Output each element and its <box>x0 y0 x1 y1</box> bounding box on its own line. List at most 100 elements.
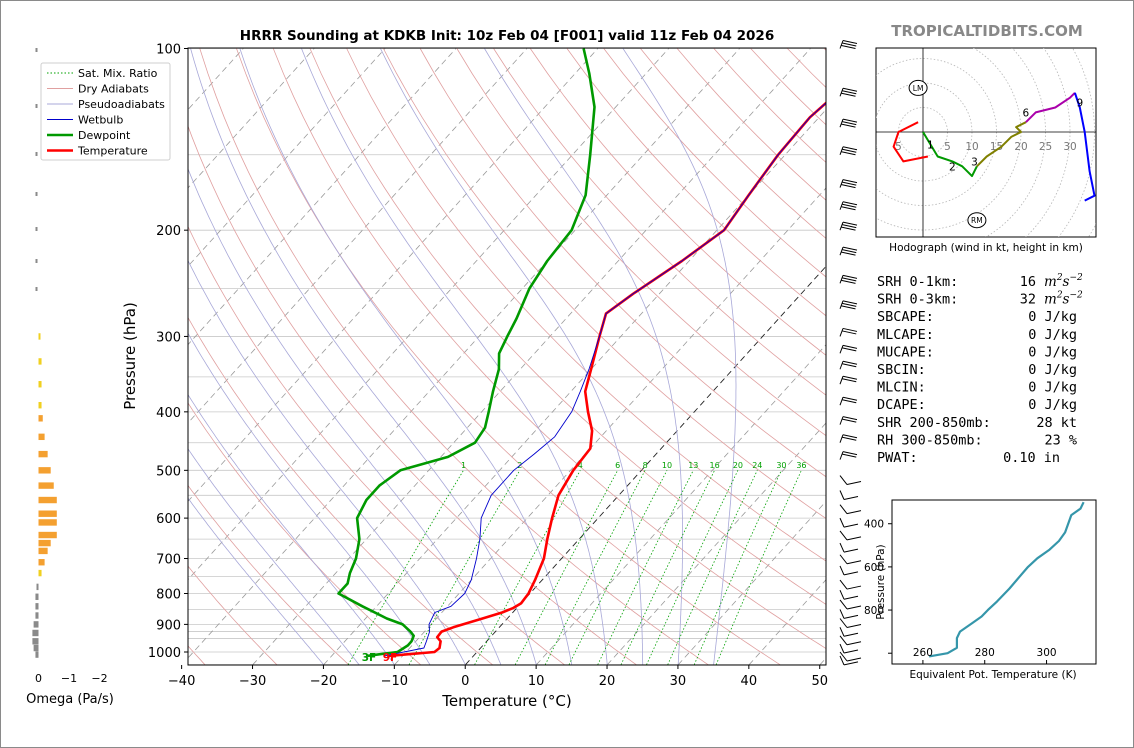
mixing-ratio-line <box>408 470 521 665</box>
wind-barb-shaft <box>839 627 845 637</box>
wind-barb-shaft <box>839 376 844 385</box>
wind-barb <box>839 274 858 284</box>
hodograph-ring-label: 15 <box>990 141 1003 153</box>
mixing-ratio-line <box>715 470 802 665</box>
x-axis-label: Temperature (°C) <box>441 692 571 710</box>
index-unit: m2s−2 <box>1044 291 1083 308</box>
wind-barb <box>839 344 858 354</box>
mixing-ratio-line <box>646 470 739 665</box>
theta-e-x-tick-label: 300 <box>1037 647 1057 659</box>
unit-exponent: −2 <box>1069 291 1083 301</box>
y-tick-label: 200 <box>156 224 181 239</box>
omega-marker <box>35 104 38 108</box>
wind-barb-flag <box>842 416 858 421</box>
wind-barb-flag <box>842 42 857 47</box>
wind-barb-flag <box>842 436 857 441</box>
index-label: SRH 0-3km: <box>877 292 958 308</box>
wind-barb-flag <box>842 360 858 365</box>
mixing-ratio-label: 8 <box>643 461 648 470</box>
omega-bar <box>38 415 43 422</box>
legend-entry: Wetbulb <box>78 114 123 127</box>
hodograph-trace <box>1073 92 1096 202</box>
wind-barb-shaft <box>839 88 844 97</box>
wind-barb-flag <box>846 657 862 662</box>
wind-barb-shaft <box>839 118 844 128</box>
wind-barb <box>839 599 862 610</box>
mixing-ratio-line <box>347 470 464 665</box>
wind-barb-shaft <box>839 643 845 654</box>
wind-barb-flag <box>843 632 859 637</box>
wetbulb-profile <box>384 102 826 657</box>
skewt-profiles: 3F 9F <box>337 48 826 664</box>
isotherm-line <box>323 109 826 665</box>
wind-barb-flag <box>841 123 856 128</box>
wind-barb-shaft <box>839 361 844 370</box>
dry-adiabat-line <box>309 48 826 605</box>
wind-barb <box>839 434 858 443</box>
isotherm-line <box>188 48 386 267</box>
omega-bar <box>38 333 41 340</box>
pseudoadiabat-line <box>301 48 608 665</box>
index-label: SBCAPE: <box>877 309 934 325</box>
wind-barb-flag <box>843 496 859 500</box>
unit-base: m <box>1044 274 1057 290</box>
wind-barb <box>839 375 858 385</box>
dewpoint-profile <box>337 48 596 658</box>
dry-adiabat-line <box>383 48 826 519</box>
index-value: 0 J/kg <box>1028 344 1077 360</box>
index-label: SRH 0-1km: <box>877 274 958 290</box>
wind-barb-flag <box>842 224 857 229</box>
wind-barb-flag <box>846 624 862 628</box>
wind-barb-flag <box>842 277 857 282</box>
omega-bar <box>36 583 39 591</box>
omega-bar <box>38 531 57 539</box>
wind-barb-shaft <box>839 475 848 485</box>
x-tick-label: 20 <box>599 674 616 689</box>
wind-barb <box>839 618 862 628</box>
hodograph-marker-label: RM <box>971 216 983 225</box>
hodograph-ring-label: 30 <box>1063 141 1076 153</box>
isotherm-line <box>188 48 669 581</box>
dry-adiabat-line <box>346 48 826 562</box>
surface-dewpoint-label: 3F <box>362 652 376 664</box>
theta-e-frame <box>891 499 1097 665</box>
hodograph-marker-label: LM <box>913 84 924 93</box>
omega-bar <box>38 433 45 441</box>
omega-tick-label: −2 <box>91 672 107 685</box>
wind-barb <box>839 396 858 406</box>
mixing-ratio-line <box>667 470 758 665</box>
x-tick-label: 50 <box>811 674 828 689</box>
wind-barb-shaft <box>839 416 844 425</box>
index-value: 23 % <box>1044 432 1077 448</box>
omega-bar <box>38 381 42 388</box>
dry-adiabat-line <box>272 48 826 650</box>
index-label: MUCAPE: <box>877 344 934 360</box>
omega-bar <box>32 638 39 645</box>
wind-barb-shaft <box>839 590 845 600</box>
omega-bar <box>38 569 42 577</box>
index-value: 16 <box>1020 274 1036 290</box>
wind-barb <box>839 201 858 211</box>
wind-barb <box>839 565 859 576</box>
legend-entry: Sat. Mix. Ratio <box>78 67 158 80</box>
unit-exponent: 2 <box>1056 273 1063 283</box>
wind-barb-shaft <box>839 530 848 541</box>
wind-barb-flag <box>841 151 856 156</box>
omega-bar <box>38 482 54 489</box>
hodograph-ring-label: 5 <box>944 141 951 153</box>
wind-barb-flag <box>842 399 857 404</box>
isotherm-line <box>536 344 826 665</box>
wind-barb-flag <box>842 249 857 254</box>
omega-bar <box>35 651 39 658</box>
wind-barb <box>839 579 862 590</box>
index-label: MLCIN: <box>877 380 926 396</box>
index-label: PWAT: <box>877 450 918 466</box>
x-tick-label: −30 <box>239 674 266 689</box>
mixing-ratio-line <box>693 470 782 665</box>
legend-entry: Pseudoadiabats <box>78 98 165 111</box>
hodograph-marker-circle <box>908 79 928 96</box>
mixing-ratio-line <box>597 470 694 665</box>
wind-barb-flag <box>842 347 857 352</box>
wind-barb-flag <box>842 375 858 380</box>
theta-e-y-tick-label: 400 <box>864 519 884 531</box>
